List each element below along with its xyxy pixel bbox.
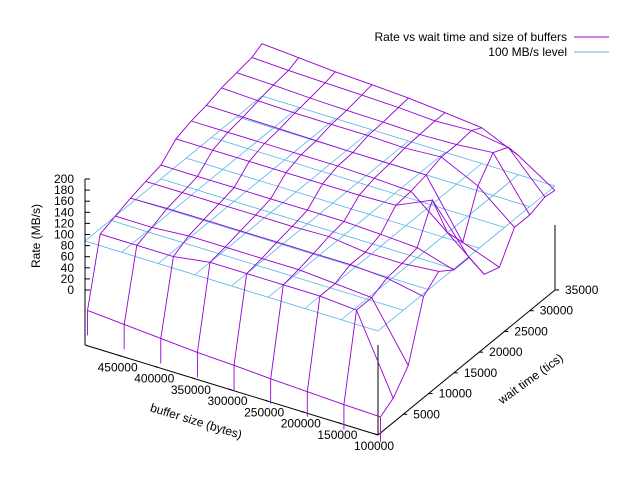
surface-line-wait — [145, 180, 439, 272]
level-grid-line — [157, 118, 336, 264]
x-tick-mark — [338, 422, 342, 425]
level-grid-line — [194, 129, 373, 276]
surface-line-wait — [206, 104, 500, 268]
surface-line-wait — [87, 309, 381, 418]
level-grid-line — [211, 137, 505, 228]
y-tick-label: 15000 — [464, 366, 498, 380]
z-tick-label: 0 — [67, 283, 74, 297]
z-tick-label: 180 — [54, 183, 74, 197]
level-grid-line — [261, 95, 556, 187]
z-tick-label: 120 — [54, 216, 74, 230]
legend-label-rate: Rate vs wait time and size of buffers — [374, 30, 567, 44]
level-grid-line — [186, 157, 480, 249]
tick-labels: 1000001500002000002500003000003500004000… — [54, 172, 599, 453]
z-tick-label: 100 — [54, 228, 74, 242]
x-tick-mark — [155, 366, 159, 368]
surface-line-wait — [115, 215, 409, 366]
surface-line-wait — [236, 72, 531, 216]
level-grid-line — [121, 106, 299, 253]
surface-line-wait — [175, 138, 470, 258]
rate-surface — [87, 43, 556, 442]
z-tick-label: 60 — [61, 250, 75, 264]
z-tick-label: 160 — [54, 194, 74, 208]
level-grid-line — [160, 178, 454, 270]
z-tick-label: 200 — [54, 172, 74, 186]
level-grid-line — [341, 174, 519, 321]
level-grid-line — [84, 240, 379, 332]
z-tick-label: 140 — [54, 205, 74, 219]
level-grid-line — [110, 219, 404, 311]
y-tick-label: 10000 — [439, 387, 473, 401]
surface-line-wait — [191, 120, 485, 275]
z-tick-label: 40 — [61, 261, 75, 275]
x-tick-mark — [228, 388, 232, 391]
x-tick-mark — [118, 354, 122, 357]
x-tick-mark — [191, 377, 196, 380]
x-tick-label: 350000 — [171, 383, 211, 397]
level-grid-line — [377, 185, 556, 332]
y-tick-label: 5000 — [413, 407, 440, 421]
surface-line-wait — [261, 43, 556, 191]
level-grid-line — [135, 199, 429, 290]
level-grid — [84, 95, 556, 332]
surface-line-buffer — [123, 57, 299, 325]
z-axis-label: Rate (MB/s) — [29, 204, 43, 268]
z-tick-label: 20 — [61, 272, 75, 286]
x-tick-label: 100000 — [354, 439, 394, 453]
x-tick-label: 250000 — [244, 405, 284, 419]
surface-line-buffer — [270, 112, 446, 379]
x-tick-label: 450000 — [98, 360, 138, 374]
y-tick-label: 35000 — [565, 283, 599, 297]
surface-line-wait — [160, 164, 455, 271]
x-tick-mark — [374, 433, 379, 436]
level-grid-line — [84, 95, 263, 242]
surface-line-wait — [130, 197, 424, 297]
level-grid-line — [267, 151, 446, 298]
surface-line-wait — [100, 233, 394, 399]
x-tick-label: 400000 — [134, 372, 174, 386]
x-tick-mark — [264, 399, 269, 402]
x-tick-label: 150000 — [317, 428, 357, 442]
surface-line-wait — [221, 87, 515, 228]
level-grid-line — [231, 140, 409, 287]
x-tick-mark — [301, 411, 305, 413]
x-tick-label: 300000 — [207, 394, 247, 408]
y-tick-label: 30000 — [540, 304, 574, 318]
y-tick-label: 25000 — [514, 324, 548, 338]
y-tick-label: 20000 — [489, 345, 523, 359]
y-axis-line — [377, 289, 556, 436]
legend: Rate vs wait time and size of buffers 10… — [374, 30, 609, 59]
surface-line-wait — [251, 57, 546, 198]
x-tick-label: 200000 — [281, 417, 321, 431]
legend-label-level: 100 MB/s level — [488, 45, 567, 59]
z-tick-label: 80 — [61, 239, 75, 253]
